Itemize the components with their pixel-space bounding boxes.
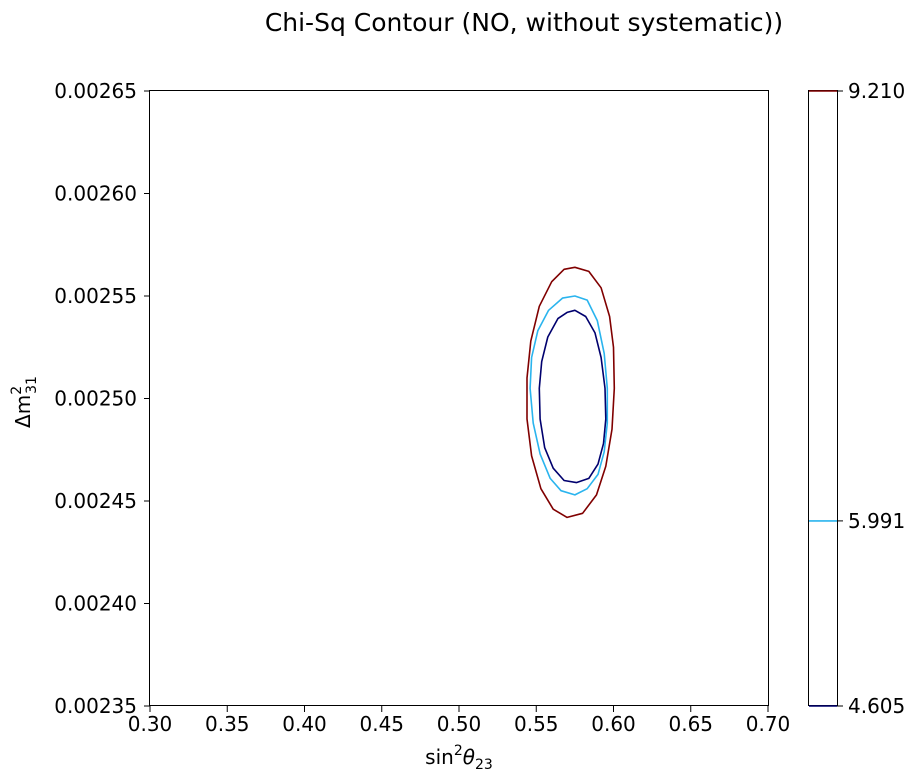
y-tick-label: 0.00245 [54, 489, 137, 513]
x-label-sub: 23 [475, 757, 493, 773]
x-tick-label: 0.65 [668, 712, 713, 736]
x-tick-label: 0.30 [128, 712, 173, 736]
y-label-base: Δm [11, 395, 35, 428]
x-axis: 0.30 0.35 0.40 0.45 0.50 0.55 0.60 0.65 0.70 [128, 706, 791, 736]
y-tick-label: 0.00265 [54, 79, 137, 103]
x-label-sup: 2 [454, 743, 463, 759]
x-tick-label: 0.70 [746, 712, 791, 736]
contour-level-9-210 [526, 266, 616, 519]
chart-title: Chi-Sq Contour (NO, without systematic)) [265, 8, 783, 37]
x-tick-label: 0.50 [437, 712, 482, 736]
colorbar [808, 90, 838, 706]
y-label-sup: 2 [9, 386, 25, 395]
y-axis: 0.00235 0.00240 0.00245 0.00250 0.00255 0.002… [54, 79, 150, 718]
x-tick-label: 0.55 [514, 712, 559, 736]
y-label-sub: 31 [24, 376, 40, 394]
colorbar-tick-label: 5.991 [848, 509, 905, 533]
y-tick-label: 0.00240 [54, 592, 137, 616]
y-tick-label: 0.00255 [54, 284, 137, 308]
x-axis-label: sin2θ23 [425, 743, 493, 773]
colorbar-tick-label: 9.210 [848, 79, 905, 103]
contour-level-5-991 [529, 295, 609, 496]
x-tick-label: 0.45 [359, 712, 404, 736]
colorbar-ticks: 4.605 5.991 9.210 [809, 79, 905, 718]
x-label-greek: θ [463, 745, 475, 769]
y-tick-label: 0.00250 [54, 387, 137, 411]
x-tick-label: 0.35 [205, 712, 250, 736]
x-tick-label: 0.60 [591, 712, 636, 736]
colorbar-tick-label: 4.605 [848, 694, 905, 718]
contour-lines [526, 266, 616, 519]
y-tick-label: 0.00260 [54, 182, 137, 206]
y-axis-label: Δm231 [9, 376, 40, 428]
plot-area [149, 90, 769, 706]
x-tick-label: 0.40 [282, 712, 327, 736]
y-tick-label: 0.00235 [54, 694, 137, 718]
contour-level-4-605 [538, 309, 607, 484]
x-label-base: sin [425, 745, 454, 769]
